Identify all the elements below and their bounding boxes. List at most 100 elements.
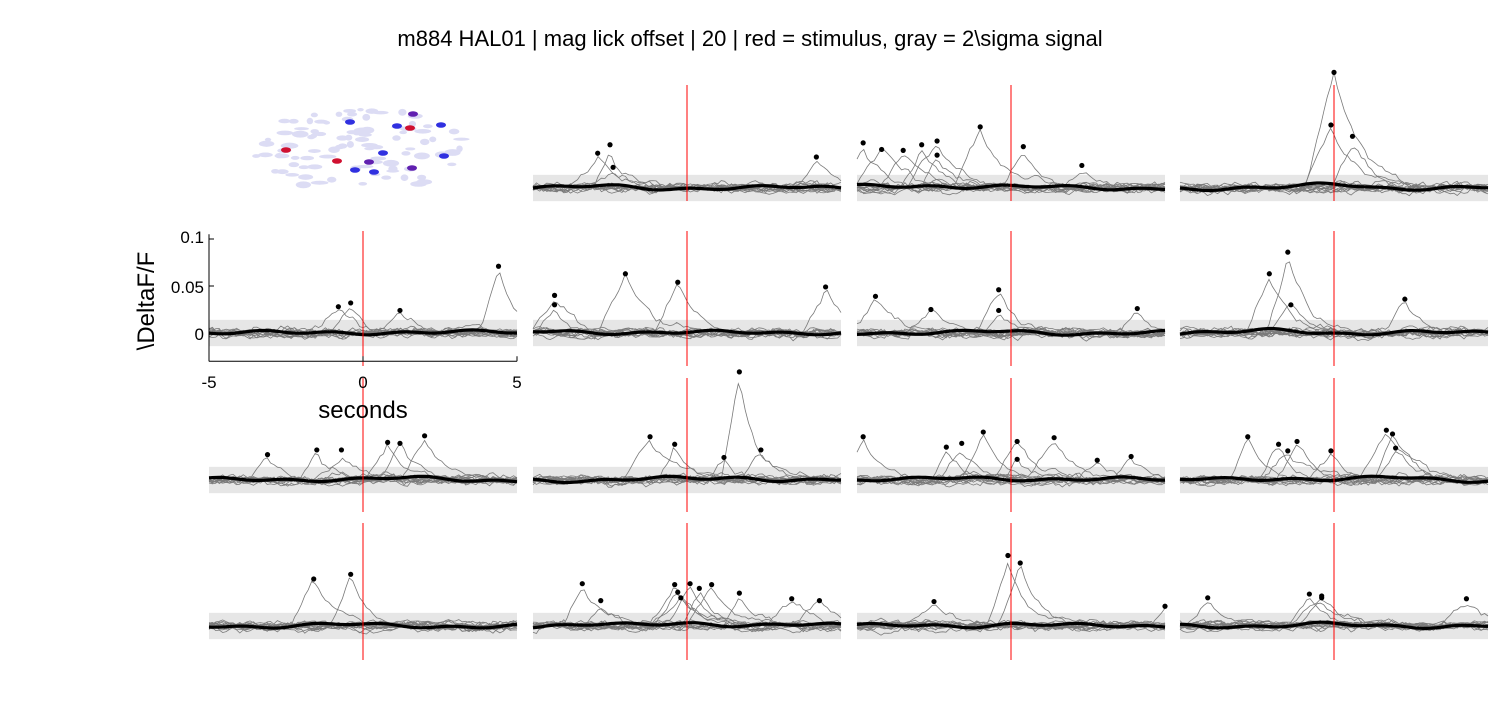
cell-footprint [276,130,294,136]
panel-r4-c1 [208,523,518,660]
peak-marker [264,452,271,458]
peak-marker [709,582,715,588]
cell-footprint [355,164,374,169]
peak-marker [1331,69,1337,75]
y-axis-label: \DeltaF/F [133,252,160,351]
peak-marker [1245,434,1251,440]
peak-marker [823,284,829,290]
panel-r1-c4 [1179,69,1489,202]
cell-footprint [319,154,337,159]
peak-marker [816,598,823,604]
peak-marker [1349,133,1356,139]
peak-marker [1285,249,1291,255]
peak-marker [980,429,986,435]
x-tick-label: 0 [358,373,367,392]
cell-footprint [417,174,427,181]
cell-footprint-highlight [392,123,402,129]
cell-footprint [310,112,318,118]
panel-r2-c1 [208,231,518,366]
cell-footprint [298,174,314,180]
cell-footprint [294,127,309,131]
cell-footprint [274,153,290,159]
cell-footprint [419,138,430,146]
peak-marker [1275,441,1282,447]
cell-footprint-highlight [405,125,415,131]
x-axis-label: seconds [318,397,407,424]
peak-marker [397,440,403,446]
cell-footprint [310,129,319,134]
peak-marker [1389,431,1396,437]
peak-marker [622,271,629,277]
peak-marker [647,434,653,440]
peak-marker [1051,435,1057,441]
peak-marker [687,581,693,587]
cell-footprint-map [252,107,470,189]
cell-footprint [258,140,275,147]
cell-footprint [359,130,371,135]
peak-marker [607,142,613,148]
peak-marker [397,307,403,314]
cell-footprint [414,129,432,134]
cell-footprint [346,130,359,135]
cell-footprint [307,164,323,170]
cell-footprint [362,113,371,121]
cell-footprint [355,136,370,142]
cell-footprint [264,137,272,142]
cell-footprint-highlight [364,159,374,165]
cell-footprint [327,176,337,183]
peak-marker [996,307,1002,314]
peak-marker [860,140,866,146]
cell-footprint [365,108,379,114]
peak-marker [860,434,866,440]
peak-marker [678,595,684,601]
peak-marker [1005,552,1011,559]
cell-footprint [346,141,354,148]
cell-footprint [382,159,400,167]
peak-marker [900,147,906,153]
peak-marker [959,440,965,446]
peak-marker [1134,305,1140,312]
cell-footprint [416,179,433,185]
cell-footprint-highlight [281,147,291,153]
cell-footprint [405,147,416,151]
cell-footprint [423,124,433,129]
cell-footprint [338,143,348,149]
cell-footprint [310,133,318,139]
cell-footprint-highlight [408,111,418,117]
cell-footprint [306,117,314,125]
panel-r2-c3 [856,231,1166,366]
cell-footprint [308,149,321,153]
cell-footprint [291,130,309,138]
cell-footprint-highlight [350,167,360,173]
cell-footprint [278,118,291,124]
peak-marker [879,146,885,153]
peak-marker [1285,448,1291,454]
cell-footprint-highlight [436,122,446,128]
cell-footprint [388,165,398,173]
cell-footprint [381,175,392,180]
panel-r3-c1 [208,378,518,512]
panel-r4-c2 [532,523,842,660]
cell-footprint [357,107,364,112]
peak-marker [1128,453,1134,460]
peak-marker [736,369,742,375]
peak-marker [385,439,391,445]
peak-marker [422,433,428,439]
peak-marker [610,164,616,170]
peak-marker [595,150,601,156]
cell-footprint [401,151,411,156]
peak-marker [1294,438,1300,445]
cell-footprint [400,174,409,182]
cell-footprint [280,142,299,149]
peak-marker [1014,438,1020,445]
peak-marker [495,263,502,269]
cell-footprint [290,155,300,160]
peak-marker [672,582,678,588]
peak-marker [996,287,1002,293]
cell-footprint [399,130,408,135]
cell-footprint [288,118,299,124]
peak-marker [579,581,585,587]
cell-footprint-highlight [345,119,355,125]
peak-marker [1328,122,1334,128]
